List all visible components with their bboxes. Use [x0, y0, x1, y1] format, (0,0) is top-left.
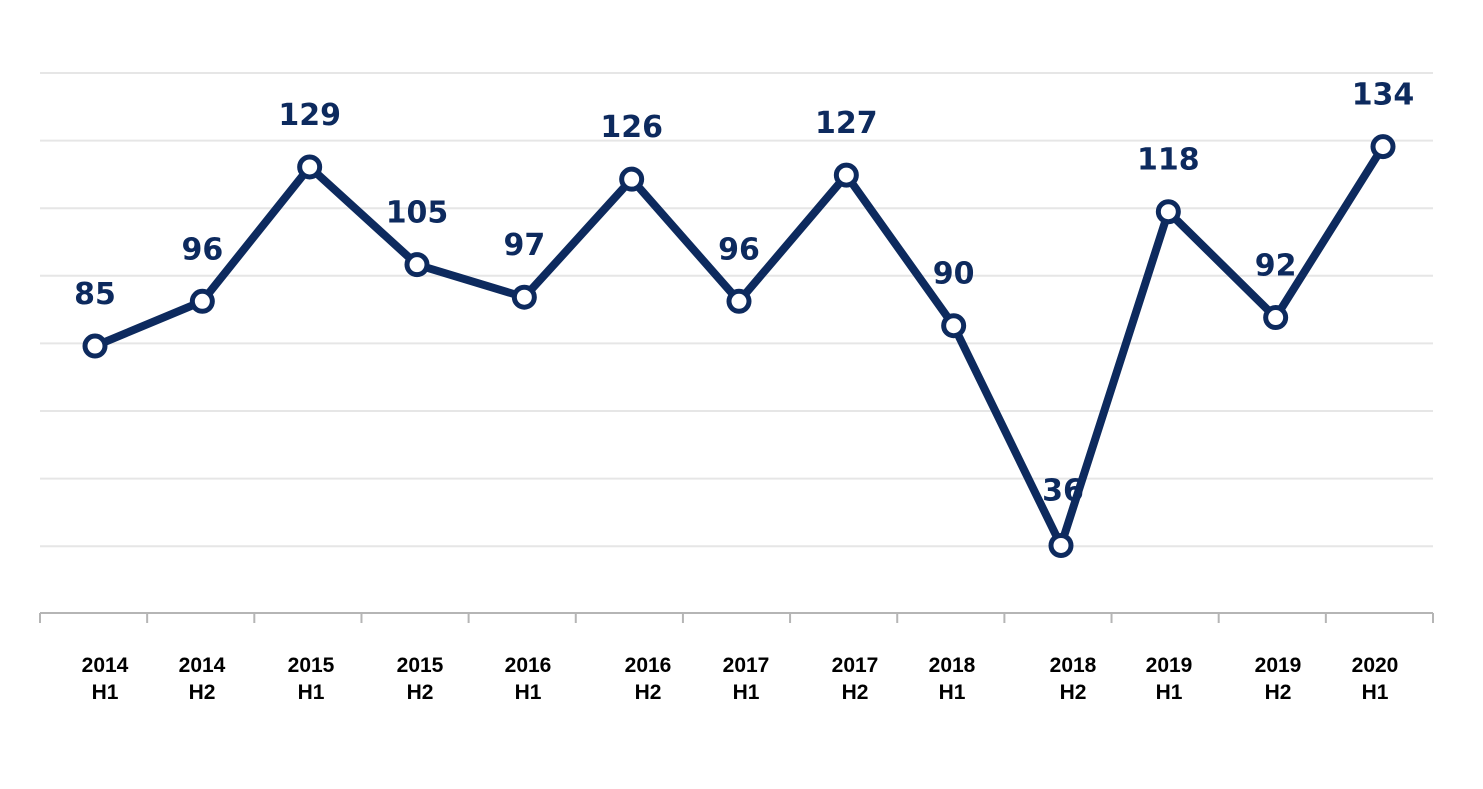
x-tick-label-line: H2 — [842, 681, 869, 704]
x-tick-label-line: H1 — [939, 681, 966, 704]
x-tick-label-line: H1 — [298, 681, 325, 704]
data-label: 92 — [1255, 249, 1297, 284]
x-tick-label-line: 2019 — [1255, 654, 1302, 677]
data-point — [1370, 134, 1396, 160]
data-label: 96 — [718, 232, 760, 267]
x-tick-label: 2018 H1 — [929, 654, 976, 704]
data-labels: 85 96 129 105 97 126 96 127 90 36 118 92 134 — [74, 78, 1414, 509]
data-label: 90 — [933, 257, 975, 292]
x-tick-label-line: 2017 — [832, 654, 879, 677]
data-point — [82, 333, 108, 359]
x-tick-label-line: H2 — [189, 681, 216, 704]
x-axis — [39, 612, 1434, 623]
data-point — [1155, 199, 1181, 225]
data-label: 36 — [1042, 473, 1084, 508]
x-tick-label: 2014 H2 — [179, 654, 226, 704]
x-tick-label-line: H2 — [1265, 681, 1292, 704]
x-tick-label-line: 2014 — [82, 654, 129, 677]
data-point — [297, 154, 323, 180]
data-label: 126 — [600, 110, 663, 145]
x-tick-label-line: 2020 — [1352, 654, 1399, 677]
x-tick-label: 2017 H2 — [832, 654, 879, 704]
data-points — [82, 134, 1396, 558]
data-point — [1263, 305, 1289, 331]
data-label: 97 — [503, 228, 545, 263]
x-tick-label-line: 2018 — [1050, 654, 1097, 677]
x-tick-label-line: H1 — [515, 681, 542, 704]
x-tick-label: 2015 H2 — [397, 654, 444, 704]
x-tick-label-line: H1 — [92, 681, 119, 704]
data-label: 105 — [386, 196, 449, 231]
series-group — [91, 142, 1387, 557]
x-tick-label: 2016 H2 — [625, 654, 672, 704]
data-point — [619, 166, 645, 192]
x-tick-label: 2014 H1 — [82, 654, 129, 704]
data-point — [726, 288, 752, 314]
x-tick-label-line: H1 — [1362, 681, 1389, 704]
x-tick-label: 2019 H1 — [1146, 654, 1193, 704]
x-tick-label-line: 2019 — [1146, 654, 1193, 677]
x-tick-label-line: H2 — [635, 681, 662, 704]
x-tick-label: 2019 H2 — [1255, 654, 1302, 704]
x-tick-label-line: 2014 — [179, 654, 226, 677]
data-label: 129 — [278, 98, 341, 133]
data-point — [189, 288, 215, 314]
x-tick-label: 2020 H1 — [1352, 654, 1399, 704]
x-tick-label-line: 2016 — [505, 654, 552, 677]
data-point — [511, 284, 537, 310]
x-tick-label-line: H2 — [1060, 681, 1087, 704]
data-label: 127 — [815, 106, 878, 141]
data-point — [1048, 532, 1074, 558]
x-tick-label-line: 2015 — [288, 654, 335, 677]
x-tick-label-line: 2018 — [929, 654, 976, 677]
series-line — [91, 142, 1387, 557]
x-tick-label: 2015 H1 — [288, 654, 335, 704]
x-tick-label-line: H2 — [407, 681, 434, 704]
x-tick-label: 2018 H2 — [1050, 654, 1097, 704]
data-label: 85 — [74, 277, 116, 312]
x-tick-label-line: 2017 — [723, 654, 770, 677]
data-point — [941, 313, 967, 339]
data-label: 96 — [181, 232, 223, 267]
x-tick-label: 2016 H1 — [505, 654, 552, 704]
x-tick-label-line: H1 — [1156, 681, 1183, 704]
data-point — [833, 162, 859, 188]
data-label: 118 — [1137, 143, 1200, 178]
x-tick-label-line: 2015 — [397, 654, 444, 677]
data-point — [404, 252, 430, 278]
x-tick-label-line: 2016 — [625, 654, 672, 677]
x-tick-label-line: H1 — [733, 681, 760, 704]
data-label: 134 — [1352, 78, 1415, 113]
x-tick-label: 2017 H1 — [723, 654, 770, 704]
